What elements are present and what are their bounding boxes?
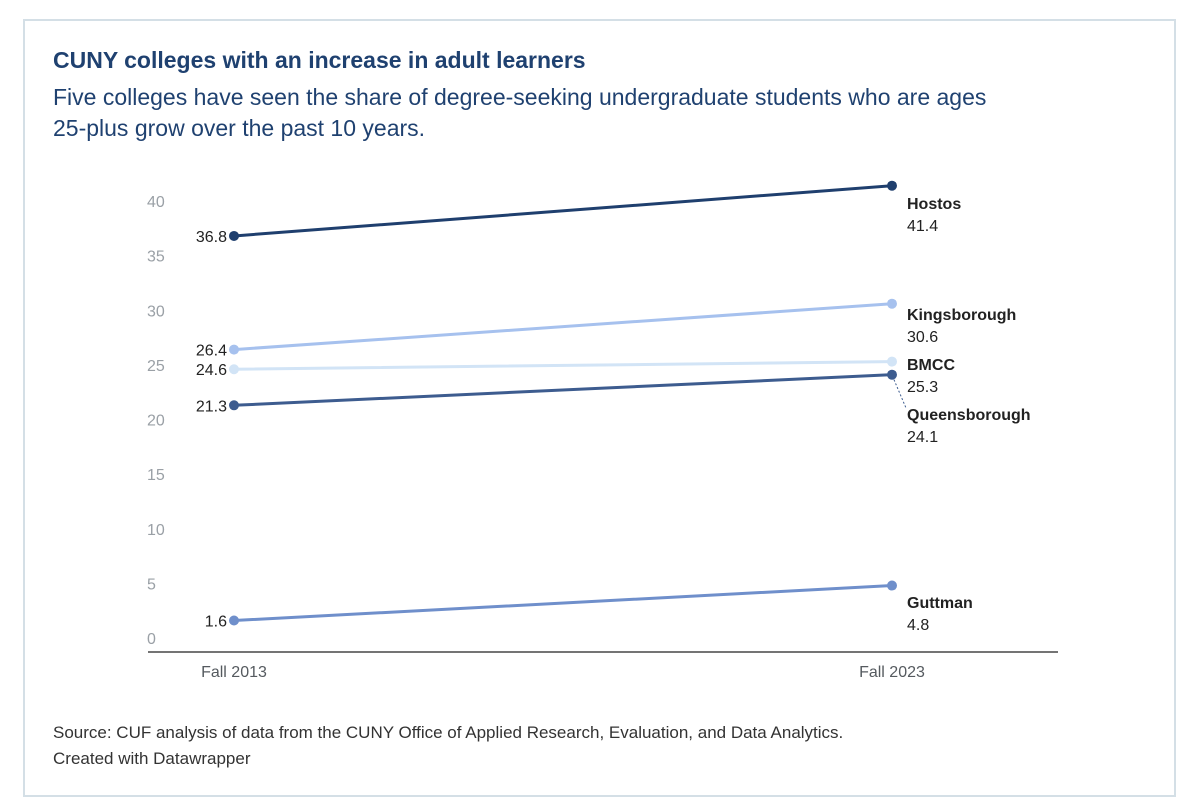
data-point-queensborough [229,400,239,411]
chart-subtitle: Five colleges have seen the share of deg… [53,84,987,141]
y-tick-label: 10 [147,522,165,539]
label-layer: 36.8 Hostos 41.4 26.4 Kingsborough 30.6 24.6 BM… [196,196,1031,634]
x-tick-label: Fall 2013 [201,664,267,681]
data-point-guttman [887,580,897,591]
end-label-hostos: 41.4 [907,218,938,235]
end-label-guttman: 4.8 [907,617,929,634]
series-line-hostos [232,184,894,238]
y-tick-label: 25 [147,358,165,375]
start-label-bmcc: 24.6 [196,362,227,379]
series-line-queensborough [232,373,894,407]
y-tick-label: 15 [147,467,165,484]
start-label-kingsborough: 26.4 [196,343,227,360]
leader-line-queensborough [893,379,907,409]
data-point-kingsborough [229,344,239,355]
series-line-kingsborough [232,302,894,352]
y-tick-label: 5 [147,576,156,593]
chart-card [23,19,1176,797]
y-tick-label: 20 [147,413,165,430]
source-note: Source: CUF analysis of data from the CU… [53,720,843,772]
series-name-hostos: Hostos [907,196,961,213]
end-label-bmcc: 25.3 [907,379,938,396]
y-axis: 0 5 10 15 20 25 30 35 40 [147,194,165,648]
series-name-bmcc: BMCC [907,357,955,374]
data-point-hostos [887,180,897,191]
data-point-bmcc [229,364,239,375]
end-label-kingsborough: 30.6 [907,329,938,346]
end-label-queensborough: 24.1 [907,429,938,446]
series-name-queensborough: Queensborough [907,407,1031,424]
data-point-hostos [229,230,239,241]
source-text: Source: CUF analysis of data from the CU… [53,723,844,742]
x-axis: Fall 2013 Fall 2023 [148,651,1058,681]
data-point-bmcc [887,356,897,367]
y-tick-label: 35 [147,249,165,266]
y-tick-label: 40 [147,194,165,211]
data-point-queensborough [887,369,897,380]
series-layer [229,180,897,626]
y-tick-label: 30 [147,303,165,320]
x-tick-label: Fall 2023 [859,664,925,681]
data-point-guttman [229,615,239,626]
credit-text: Created with Datawrapper [53,749,251,768]
data-point-kingsborough [887,298,897,309]
start-label-queensborough: 21.3 [196,398,227,415]
series-name-kingsborough: Kingsborough [907,307,1016,324]
series-line-guttman [232,584,894,623]
chart-title: CUNY colleges with an increase in adult … [53,47,586,73]
start-label-guttman: 1.6 [205,614,227,631]
series-line-bmcc [232,360,894,371]
y-tick-label: 0 [147,631,156,648]
start-label-hostos: 36.8 [196,229,227,246]
series-name-guttman: Guttman [907,595,973,612]
